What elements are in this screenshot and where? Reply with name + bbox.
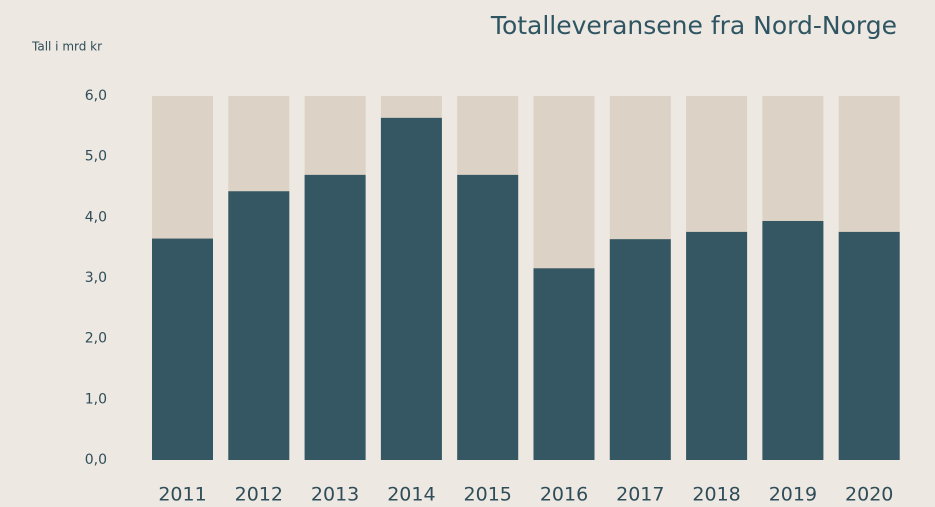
x-tick-label: 2014 (387, 484, 435, 506)
bar (304, 174, 366, 460)
bar (533, 268, 595, 460)
x-tick-label: 2016 (540, 484, 588, 506)
y-tick-label: 1,0 (85, 391, 107, 407)
y-tick-label: 6,0 (85, 88, 107, 104)
bar (380, 117, 442, 460)
y-tick-label: 3,0 (85, 270, 107, 286)
y-tick-label: 0,0 (85, 452, 107, 468)
x-tick-label: 2015 (464, 484, 512, 506)
y-axis-label: Tall i mrd kr (31, 40, 102, 54)
bar (762, 220, 824, 460)
bar (457, 174, 519, 460)
x-tick-label: 2020 (845, 484, 893, 506)
bar (228, 191, 290, 460)
x-tick-label: 2013 (311, 484, 359, 506)
bar (609, 239, 671, 460)
y-tick-label: 5,0 (85, 149, 107, 165)
y-tick-label: 2,0 (85, 331, 107, 347)
bar (686, 231, 748, 460)
x-tick-label: 2011 (158, 484, 206, 506)
x-tick-label: 2017 (616, 484, 664, 506)
x-tick-label: 2019 (769, 484, 817, 506)
chart-title: Totalleveransene fra Nord-Norge (490, 11, 897, 40)
bar (152, 238, 213, 460)
y-tick-label: 4,0 (85, 209, 107, 225)
bar (838, 231, 900, 460)
x-tick-label: 2012 (235, 484, 283, 506)
x-tick-label: 2018 (692, 484, 740, 506)
